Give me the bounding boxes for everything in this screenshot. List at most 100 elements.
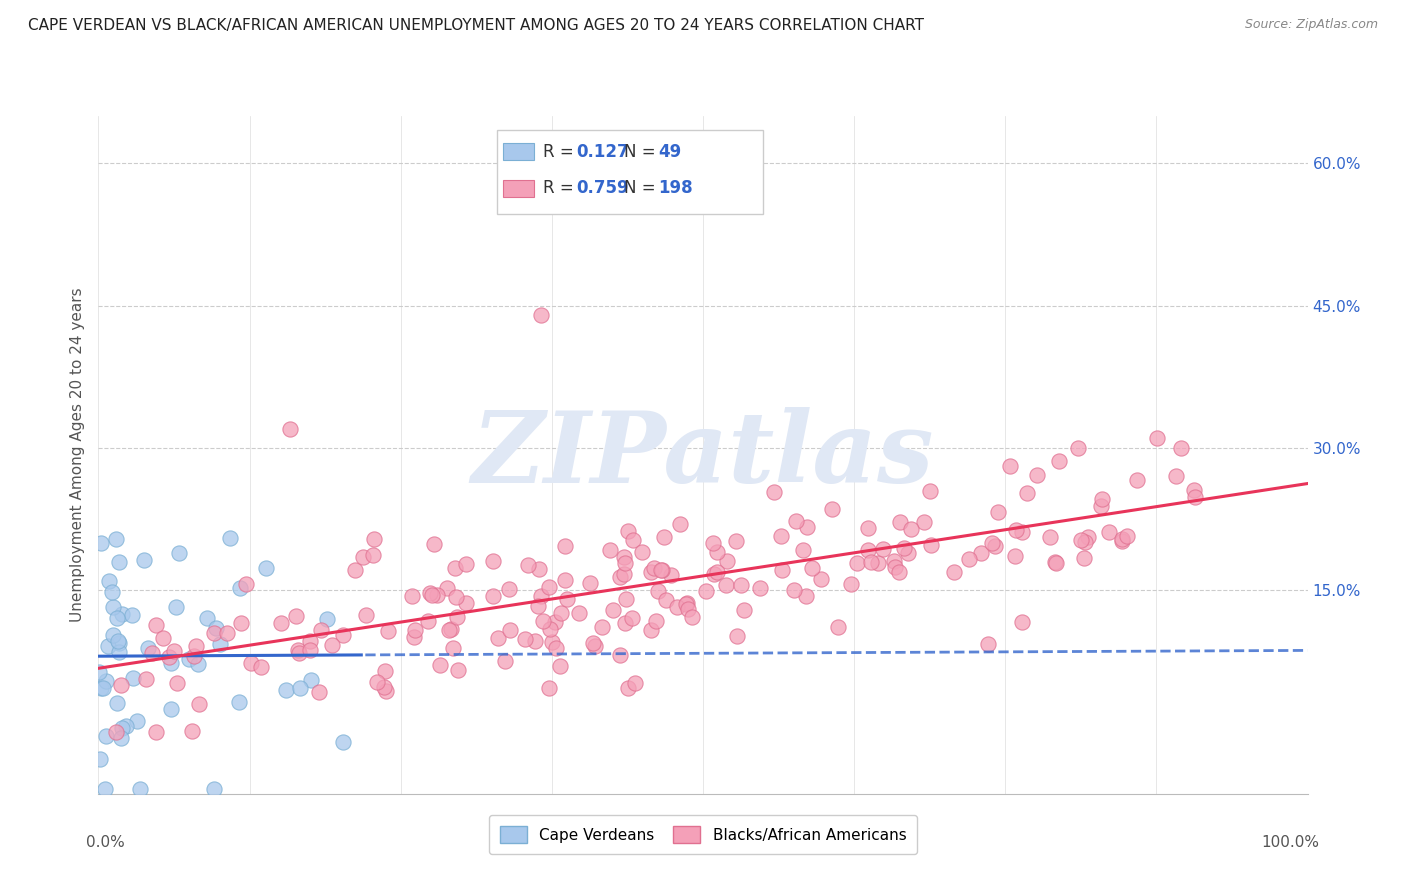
Point bbox=[770, 529, 793, 543]
Point bbox=[308, 685, 330, 699]
Point bbox=[887, 565, 910, 579]
Point bbox=[298, 643, 321, 657]
Point bbox=[356, 607, 378, 622]
Point bbox=[550, 607, 572, 621]
Point bbox=[651, 563, 673, 577]
Point bbox=[957, 551, 980, 566]
Point bbox=[105, 697, 128, 711]
Point bbox=[169, 546, 191, 560]
Point bbox=[1126, 474, 1149, 488]
Text: Source: ZipAtlas.com: Source: ZipAtlas.com bbox=[1244, 18, 1378, 31]
Point bbox=[524, 633, 547, 648]
Point bbox=[703, 566, 725, 581]
Point bbox=[494, 654, 516, 668]
Point bbox=[135, 672, 157, 686]
Y-axis label: Unemployment Among Ages 20 to 24 years: Unemployment Among Ages 20 to 24 years bbox=[69, 287, 84, 623]
Point bbox=[538, 681, 561, 695]
Point bbox=[792, 543, 814, 558]
Point bbox=[187, 657, 209, 671]
Point bbox=[377, 624, 399, 639]
Point bbox=[541, 634, 564, 648]
Point bbox=[481, 589, 503, 603]
Point bbox=[107, 611, 129, 625]
Point bbox=[91, 681, 114, 695]
Point bbox=[1025, 468, 1047, 483]
Point bbox=[860, 555, 883, 569]
Point bbox=[800, 561, 823, 575]
Point bbox=[299, 673, 322, 687]
Point bbox=[614, 592, 637, 607]
Point bbox=[436, 581, 458, 595]
Point bbox=[229, 616, 252, 631]
Point bbox=[602, 603, 624, 617]
Point bbox=[1011, 615, 1033, 629]
Point bbox=[643, 561, 665, 575]
Point bbox=[416, 615, 439, 629]
Point bbox=[1073, 551, 1095, 566]
Point bbox=[645, 614, 668, 628]
Point bbox=[527, 562, 550, 576]
Point bbox=[810, 572, 832, 586]
Point bbox=[1047, 453, 1070, 467]
Point bbox=[716, 554, 738, 568]
Text: ZIPatlas: ZIPatlas bbox=[472, 407, 934, 503]
Point bbox=[134, 552, 156, 566]
Point bbox=[1043, 556, 1066, 570]
Point bbox=[344, 563, 367, 577]
Text: 198: 198 bbox=[658, 179, 693, 197]
Point bbox=[97, 574, 120, 588]
Text: N =: N = bbox=[624, 143, 661, 161]
Point bbox=[101, 599, 124, 614]
Point bbox=[363, 532, 385, 546]
Point bbox=[517, 558, 540, 572]
Point bbox=[1015, 486, 1038, 500]
Point bbox=[401, 589, 423, 603]
Point bbox=[107, 633, 129, 648]
Point bbox=[444, 590, 467, 604]
Point bbox=[650, 563, 672, 577]
Point bbox=[647, 583, 669, 598]
Point bbox=[616, 681, 638, 696]
Point bbox=[482, 554, 505, 568]
Text: N =: N = bbox=[624, 179, 661, 197]
Point bbox=[228, 695, 250, 709]
Point bbox=[278, 422, 301, 436]
Point bbox=[682, 610, 704, 624]
Point bbox=[321, 638, 343, 652]
Point bbox=[546, 641, 568, 656]
Point bbox=[366, 674, 388, 689]
Point bbox=[1115, 529, 1137, 543]
Point bbox=[208, 637, 231, 651]
Point bbox=[856, 543, 879, 558]
Point bbox=[127, 714, 149, 728]
Point bbox=[889, 515, 911, 529]
Point bbox=[108, 636, 131, 650]
Point bbox=[444, 561, 467, 575]
Point bbox=[714, 578, 737, 592]
Point bbox=[121, 607, 143, 622]
Point bbox=[676, 596, 699, 610]
Point bbox=[181, 724, 204, 739]
Point bbox=[254, 561, 277, 575]
Point bbox=[96, 729, 118, 743]
Point bbox=[437, 624, 460, 638]
Point bbox=[614, 615, 637, 630]
Point bbox=[537, 580, 560, 594]
Point bbox=[235, 577, 257, 591]
Point bbox=[240, 656, 263, 670]
Point bbox=[725, 629, 748, 643]
Point bbox=[827, 620, 849, 634]
Text: CAPE VERDEAN VS BLACK/AFRICAN AMERICAN UNEMPLOYMENT AMONG AGES 20 TO 24 YEARS CO: CAPE VERDEAN VS BLACK/AFRICAN AMERICAN U… bbox=[28, 18, 924, 33]
Point bbox=[900, 522, 922, 536]
Point bbox=[423, 537, 446, 551]
Point bbox=[1070, 533, 1092, 548]
Point bbox=[920, 538, 942, 552]
Point bbox=[218, 531, 240, 545]
Point bbox=[456, 596, 478, 610]
Point bbox=[374, 683, 396, 698]
Point bbox=[160, 656, 183, 670]
Point bbox=[1066, 441, 1088, 455]
Point bbox=[1111, 532, 1133, 546]
FancyBboxPatch shape bbox=[498, 129, 763, 214]
Point bbox=[441, 640, 464, 655]
